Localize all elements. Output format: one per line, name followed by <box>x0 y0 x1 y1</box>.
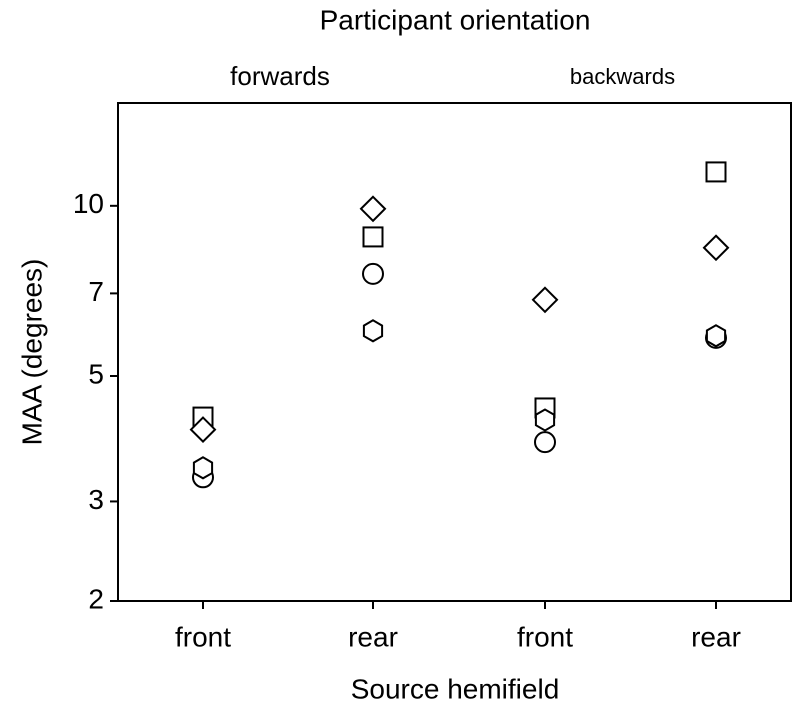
marker-diamond <box>702 234 730 262</box>
marker-diamond <box>359 195 387 223</box>
marker-circle <box>362 262 384 285</box>
y-tick-label: 3 <box>88 484 104 515</box>
marker-diamond <box>531 286 559 314</box>
marker-square <box>362 226 384 248</box>
y-axis-label: MAA (degrees) <box>16 259 47 446</box>
x-tick-label: front <box>175 621 231 652</box>
group-label: forwards <box>230 61 330 91</box>
x-axis-label: Source hemifield <box>351 673 560 704</box>
x-tick-label: rear <box>348 621 398 652</box>
y-tick-label: 5 <box>88 358 104 389</box>
marker-diamond <box>189 416 217 443</box>
marker-hexagon <box>192 456 214 480</box>
marker-hexagon <box>534 408 556 432</box>
x-tick-label: front <box>517 621 573 652</box>
marker-hexagon <box>705 324 727 348</box>
marker-circle <box>534 431 556 454</box>
marker-square <box>705 161 727 183</box>
group-label: backwards <box>570 64 675 89</box>
y-tick-label: 2 <box>88 583 104 614</box>
x-tick-label: rear <box>691 621 741 652</box>
chart-title: Participant orientation <box>320 4 591 35</box>
plot-frame <box>117 102 792 602</box>
marker-hexagon <box>362 319 384 343</box>
y-tick-label: 7 <box>88 276 104 307</box>
y-tick-label: 10 <box>73 188 104 219</box>
